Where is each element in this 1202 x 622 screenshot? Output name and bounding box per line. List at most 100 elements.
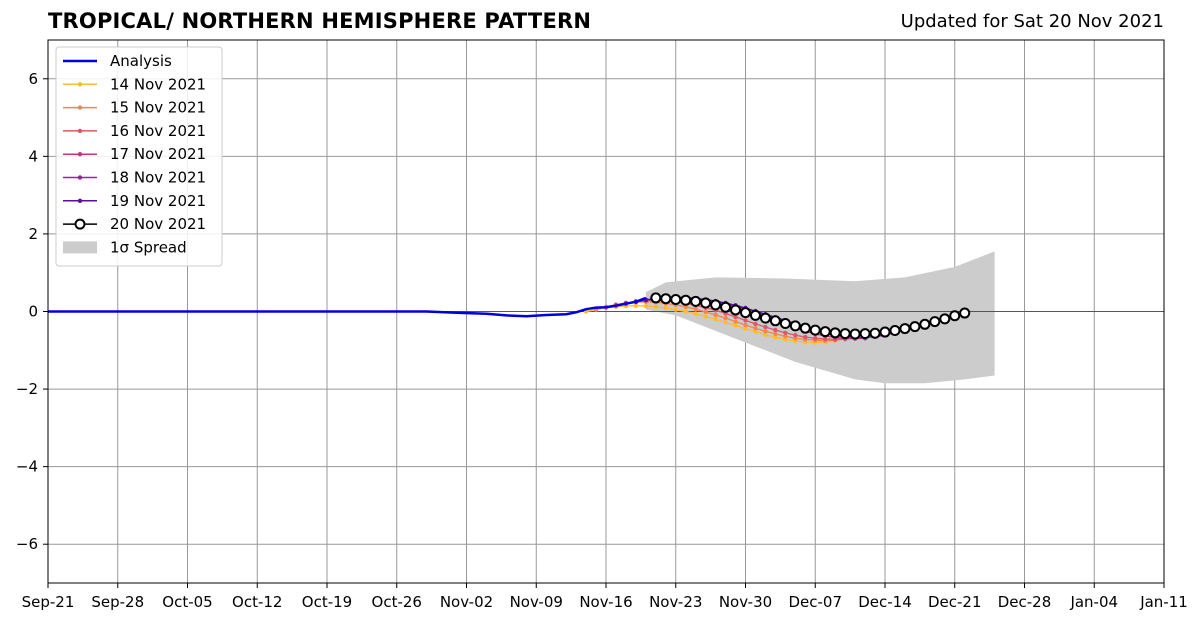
legend-entry: 16 Nov 2021: [63, 122, 206, 140]
series-point: [799, 322, 811, 334]
series-point: [663, 305, 668, 311]
legend-swatch: [63, 241, 97, 254]
series-point: [829, 327, 841, 339]
series-point: [740, 307, 751, 319]
series-point: [733, 319, 738, 324]
series-point: [849, 328, 861, 340]
series-point: [763, 329, 768, 334]
legend-entry: 14 Nov 2021: [63, 75, 206, 93]
series-point: [660, 293, 672, 305]
legend-entry: 15 Nov 2021: [63, 99, 206, 117]
series-point: [819, 326, 831, 338]
series-point: [723, 320, 728, 325]
series-point: [909, 321, 921, 333]
series-point: [899, 323, 911, 335]
series-point: [743, 326, 748, 331]
y-tick-label: −2: [16, 380, 38, 398]
chart-subtitle: Updated for Sat 20 Nov 2021: [900, 11, 1164, 32]
series-point: [753, 329, 758, 334]
series-point: [919, 318, 931, 330]
series-point: [803, 334, 808, 340]
series-point: [793, 332, 798, 338]
y-axis-ticks: −6 −4 −2 0 2 4 6: [16, 70, 48, 553]
series-point: [670, 293, 682, 305]
series-point: [703, 309, 708, 315]
series-point: [693, 311, 698, 317]
series-point: [959, 307, 971, 319]
series-point: [753, 325, 758, 331]
x-tick-label: Oct-05: [162, 593, 212, 611]
legend-label: 1σ Spread: [110, 238, 187, 256]
x-tick-label: Oct-19: [302, 593, 352, 611]
y-tick-label: 2: [28, 225, 38, 243]
series-point: [680, 294, 692, 306]
series-point: [759, 312, 771, 324]
legend-label: 15 Nov 2021: [110, 99, 206, 117]
series-point: [710, 299, 722, 311]
legend-label: Analysis: [110, 52, 172, 70]
series-point: [939, 313, 951, 325]
spread-band: [645, 251, 995, 384]
series-point: [839, 328, 851, 340]
legend-box: [55, 46, 223, 267]
y-tick-label: 0: [28, 303, 38, 321]
legend-marker: [77, 82, 83, 87]
legend-entry: 17 Nov 2021: [63, 145, 206, 163]
legend-entry: 20 Nov 2021: [63, 215, 206, 233]
series-point: [730, 304, 742, 316]
series-point: [859, 328, 871, 340]
x-tick-label: Sep-28: [91, 593, 144, 611]
series-point: [809, 324, 821, 336]
analysis-layer: [48, 296, 647, 318]
legend-entry: 18 Nov 2021: [63, 169, 206, 187]
series-point: [813, 336, 818, 341]
legend-label: 20 Nov 2021: [110, 215, 206, 233]
legend-marker: [77, 175, 83, 180]
x-tick-label: Dec-28: [998, 593, 1052, 611]
legend-marker: [77, 198, 83, 203]
x-axis-ticks: Sep-21 Sep-28 Oct-05 Oct-12 Oct-19 Oct-26 Nov-…: [22, 583, 1188, 611]
series-point: [743, 322, 748, 328]
x-tick-label: Dec-14: [858, 593, 912, 611]
legend-label: 14 Nov 2021: [110, 75, 206, 93]
series-point: [653, 304, 659, 310]
legend-marker: [77, 105, 83, 110]
legend-label: 19 Nov 2021: [110, 192, 206, 210]
series-point: [869, 327, 881, 339]
series-point: [783, 330, 788, 336]
series-point: [683, 309, 688, 314]
series-point: [700, 297, 712, 309]
legend-entry: 19 Nov 2021: [63, 192, 206, 210]
analysis-line: [48, 296, 647, 318]
series-point: [673, 307, 678, 312]
series-point: [703, 314, 708, 319]
x-tick-label: Oct-26: [372, 593, 422, 611]
series-point: [753, 321, 758, 327]
series-point: [650, 292, 662, 304]
series-point: [779, 318, 791, 330]
series-point: [713, 317, 718, 322]
legend-marker: [77, 128, 83, 134]
chart-title: TROPICAL/ NORTHERN HEMISPHERE PATTERN: [48, 9, 592, 33]
series-point: [733, 314, 738, 320]
x-tick-label: Nov-30: [719, 593, 772, 611]
series-point: [929, 316, 941, 328]
series-point: [763, 332, 768, 337]
series-point: [749, 309, 761, 321]
legend-marker: [74, 218, 86, 230]
y-tick-label: −6: [16, 535, 38, 553]
series-point: [720, 301, 732, 313]
series-2021-11-21: [650, 292, 971, 340]
legend-label: 16 Nov 2021: [110, 122, 206, 140]
y-tick-label: 6: [28, 70, 38, 88]
series-point: [879, 326, 891, 338]
x-tick-label: Jan-11: [1139, 593, 1188, 611]
legend-marker: [77, 151, 83, 157]
series-point: [949, 310, 961, 322]
series-point: [643, 303, 649, 309]
x-tick-label: Nov-09: [510, 593, 563, 611]
x-tick-label: Dec-07: [788, 593, 842, 611]
series-point: [789, 320, 801, 332]
y-tick-label: −4: [16, 458, 38, 476]
